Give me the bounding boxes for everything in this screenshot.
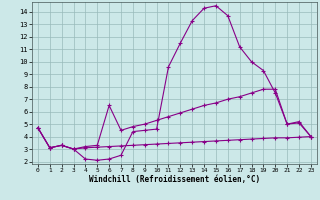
X-axis label: Windchill (Refroidissement éolien,°C): Windchill (Refroidissement éolien,°C) [89, 175, 260, 184]
